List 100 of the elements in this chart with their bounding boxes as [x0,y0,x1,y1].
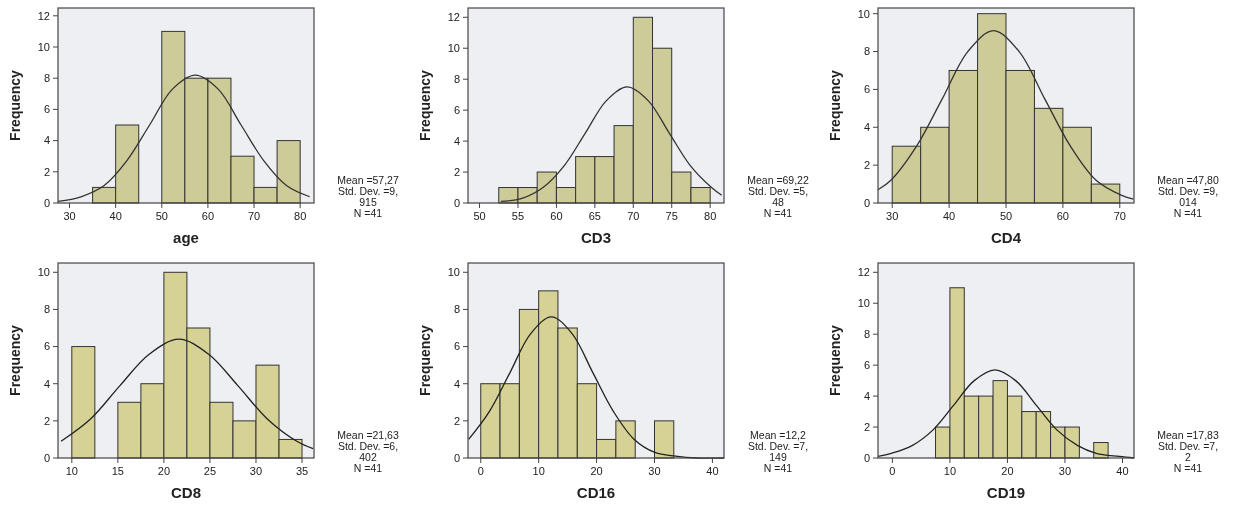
x-tick-label: 65 [588,210,601,222]
text: N =41 [1173,207,1203,219]
text: 915 [359,196,377,208]
x-tick-label: 25 [203,465,217,477]
y-tick-label: 10 [447,42,460,55]
y-tick-label: 8 [43,303,50,316]
y-tick-label: 10 [857,297,870,310]
text: 149 [769,451,787,463]
text: 014 [1179,196,1197,208]
x-tick-label: 40 [942,210,956,222]
x-tick-label: 30 [249,465,263,477]
x-tick-label: 70 [627,210,640,222]
x-tick-label: 40 [706,465,719,477]
x-axis-title: CD4 [990,229,1022,246]
text: Mean =12,2 [750,429,807,441]
text: Mean =57,27 [337,174,399,186]
x-tick-label: 0 [889,465,896,477]
x-tick-label: 0 [477,465,484,477]
y-tick-label: 10 [447,266,460,279]
y-tick-label: 6 [453,340,460,353]
y-tick-label: 0 [453,196,460,209]
y-tick-label: 6 [863,83,870,96]
x-tick-label: 60 [1056,210,1070,222]
text: Mean =21,63 [337,429,399,441]
y-tick-label: 4 [453,377,460,390]
text: N =41 [763,207,793,219]
x-tick-label: 30 [63,210,76,222]
x-tick-label: 20 [157,465,171,477]
x-tick-label: 40 [109,210,122,222]
text: 2 [1185,451,1192,463]
y-axis-title: Frequency [827,324,843,396]
y-tick-label: 10 [37,40,50,53]
text: Std. Dev. =7, [747,440,809,452]
y-tick-label: 4 [453,134,460,147]
x-axis-title: CD8 [170,484,202,501]
y-tick-label: 2 [43,414,50,427]
text: Std. Dev. =6, [337,440,399,452]
y-axis-title: Frequency [417,69,433,141]
x-tick-label: 50 [155,210,168,222]
x-tick-label: 10 [943,465,957,477]
y-axis-title: Frequency [827,69,843,141]
x-tick-label: 50 [473,210,486,222]
y-tick-label: 10 [37,266,50,279]
y-tick-label: 6 [43,103,50,116]
y-tick-label: 6 [863,358,870,371]
y-tick-label: 4 [43,377,50,390]
x-tick-label: 30 [648,465,661,477]
y-tick-label: 4 [863,389,870,402]
text: Std. Dev. =9, [337,185,399,197]
x-tick-label: 70 [1113,210,1126,222]
y-tick-label: 0 [453,451,460,464]
x-tick-label: 80 [704,210,717,222]
x-tick-label: 80 [294,210,307,222]
y-axis-title: Frequency [7,69,23,141]
x-tick-label: 10 [532,465,545,477]
x-tick-label: 15 [111,465,124,477]
y-tick-label: 2 [43,165,50,178]
y-tick-label: 0 [43,451,50,464]
x-axis-title: CD16 [576,484,616,501]
y-tick-label: 2 [863,420,870,433]
x-tick-label: 55 [511,210,525,222]
y-axis-title: Frequency [417,324,433,396]
text: N =41 [353,462,383,474]
text: Mean =17,83 [1157,429,1219,441]
text: N =41 [353,207,383,219]
x-tick-label: 75 [665,210,678,222]
x-tick-label: 30 [1058,465,1072,477]
text: Mean =69,22 [747,174,809,186]
text: 48 [772,196,784,208]
x-tick-label: 20 [1001,465,1014,477]
y-tick-label: 8 [453,73,460,86]
line-series [60,338,314,450]
x-tick-label: 35 [295,465,309,477]
text: Std. Dev. =9, [1157,185,1219,197]
x-tick-label: 60 [550,210,563,222]
x-axis-title: CD19 [986,484,1026,501]
y-tick-label: 4 [43,134,50,147]
y-tick-label: 2 [453,165,460,178]
y-tick-label: 6 [453,103,460,116]
y-tick-label: 2 [453,414,460,427]
x-tick-label: 20 [590,465,603,477]
x-tick-label: 10 [65,465,78,477]
y-tick-label: 12 [857,266,870,279]
y-tick-label: 8 [43,72,50,85]
y-tick-label: 8 [863,328,870,341]
text: Std. Dev. =5, [747,185,809,197]
y-tick-label: 8 [453,303,460,316]
y-tick-label: 12 [37,9,50,22]
x-tick-label: 30 [886,210,899,222]
x-tick-label: 70 [247,210,261,222]
y-tick-label: 4 [863,121,870,134]
text: 402 [359,451,377,463]
x-tick-label: 50 [999,210,1013,222]
y-tick-label: 12 [447,11,460,24]
y-tick-label: 2 [863,158,870,171]
y-tick-label: 0 [43,196,50,209]
y-tick-label: 10 [857,7,870,20]
x-axis-title: age [173,229,199,246]
y-tick-label: 0 [863,451,870,464]
x-axis-title: CD3 [580,229,612,246]
